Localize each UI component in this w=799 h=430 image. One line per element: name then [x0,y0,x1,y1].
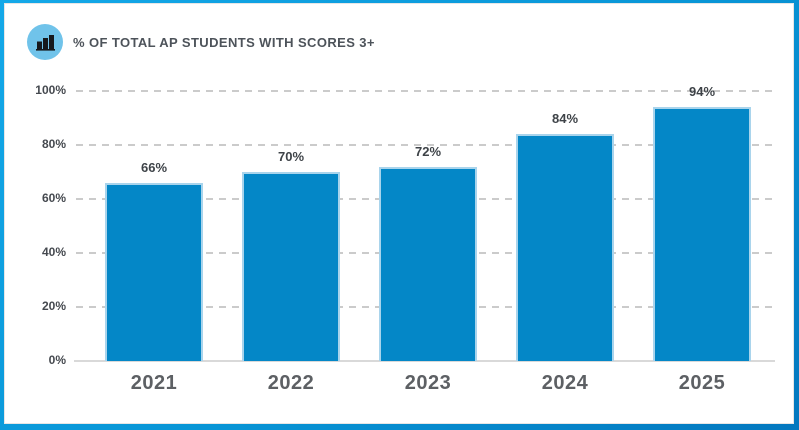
chart-header: % OF TOTAL AP STUDENTS WITH SCORES 3+ [27,24,375,60]
bar-value-label: 94% [688,84,716,100]
bar-value-label: 66% [140,159,168,175]
bar [242,172,340,361]
gridline [76,144,775,146]
bar [105,182,203,361]
x-axis-line [74,360,775,362]
x-axis-category-label: 2022 [267,372,315,394]
bar [653,107,751,361]
x-axis-category-label: 2021 [130,372,178,394]
plot-area: 0% 20% 40% 60% 80% 100% 66% 2021 70% 2022 72% 2023 8… [35,83,775,394]
bar-chart-icon [27,24,63,60]
y-axis-tick-label: 0% [48,353,66,367]
bar [379,166,477,361]
page-title: % OF TOTAL AP STUDENTS WITH SCORES 3+ [73,34,375,50]
bar-value-label: 70% [277,149,305,164]
y-axis-tick-label: 80% [41,137,66,151]
y-axis-tick-label: 20% [41,299,66,313]
bar [516,134,614,361]
x-axis-category-label: 2024 [541,372,589,394]
y-axis-tick-label: 100% [35,83,66,97]
y-axis-tick-label: 40% [41,245,66,259]
y-axis-tick-label: 60% [41,191,66,205]
gridline [76,90,775,92]
bar-value-label: 72% [414,143,442,159]
x-axis-category-label: 2023 [404,372,452,394]
x-axis-category-label: 2025 [678,372,726,394]
bar-value-label: 84% [551,111,579,127]
